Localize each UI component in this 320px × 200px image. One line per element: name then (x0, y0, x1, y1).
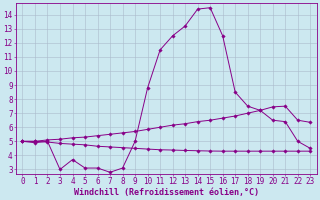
X-axis label: Windchill (Refroidissement éolien,°C): Windchill (Refroidissement éolien,°C) (74, 188, 259, 197)
